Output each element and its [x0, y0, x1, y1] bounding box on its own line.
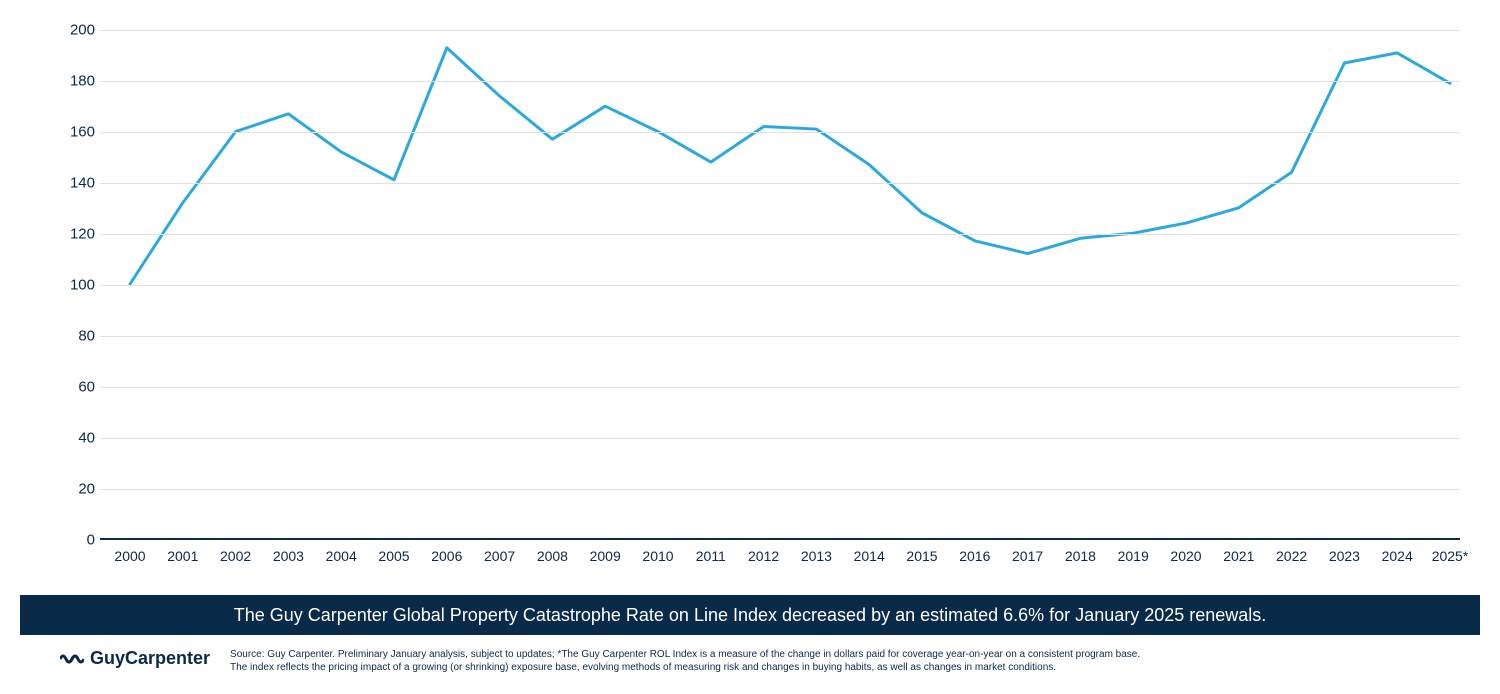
x-tick-label: 2002 [220, 548, 251, 564]
x-tick-label: 2001 [167, 548, 198, 564]
x-tick-label: 2024 [1382, 548, 1413, 564]
x-tick-label: 2004 [326, 548, 357, 564]
y-tick-label: 80 [65, 328, 95, 345]
gridline [100, 81, 1460, 82]
gridline [100, 438, 1460, 439]
x-tick-label: 2009 [590, 548, 621, 564]
x-tick-label: 2025* [1432, 548, 1469, 564]
x-tick-label: 2008 [537, 548, 568, 564]
plot-area [100, 30, 1460, 540]
y-tick-label: 20 [65, 481, 95, 498]
gridline [100, 183, 1460, 184]
x-tick-label: 2021 [1223, 548, 1254, 564]
x-tick-label: 2010 [642, 548, 673, 564]
gridline [100, 234, 1460, 235]
credits-line2: The index reflects the pricing impact of… [230, 661, 1140, 674]
x-tick-label: 2000 [114, 548, 145, 564]
logo: GuyCarpenter [60, 648, 210, 669]
gridline [100, 336, 1460, 337]
chart-container: 0204060801001201401601802002000200120022… [60, 30, 1460, 570]
x-tick-label: 2011 [696, 548, 726, 564]
x-tick-label: 2017 [1012, 548, 1043, 564]
credits-line1: Source: Guy Carpenter. Preliminary Janua… [230, 648, 1140, 661]
x-tick-label: 2023 [1329, 548, 1360, 564]
y-tick-label: 160 [65, 124, 95, 141]
x-tick-label: 2018 [1065, 548, 1096, 564]
gridline [100, 489, 1460, 490]
y-tick-label: 100 [65, 277, 95, 294]
x-tick-label: 2006 [431, 548, 462, 564]
x-tick-label: 2022 [1276, 548, 1307, 564]
y-tick-label: 0 [65, 532, 95, 549]
y-tick-label: 60 [65, 379, 95, 396]
x-tick-label: 2007 [484, 548, 515, 564]
y-tick-label: 120 [65, 226, 95, 243]
y-tick-label: 180 [65, 73, 95, 90]
y-tick-label: 140 [65, 175, 95, 192]
x-tick-label: 2013 [801, 548, 832, 564]
y-tick-label: 40 [65, 430, 95, 447]
x-tick-label: 2016 [959, 548, 990, 564]
logo-icon [60, 651, 84, 667]
x-tick-label: 2020 [1170, 548, 1201, 564]
x-tick-label: 2014 [854, 548, 885, 564]
x-tick-label: 2005 [378, 548, 409, 564]
logo-text: GuyCarpenter [90, 648, 210, 669]
gridline [100, 285, 1460, 286]
x-tick-label: 2015 [906, 548, 937, 564]
data-line [130, 48, 1450, 284]
line-chart-svg [100, 30, 1460, 538]
x-tick-label: 2003 [273, 548, 304, 564]
gridline [100, 30, 1460, 31]
x-tick-label: 2012 [748, 548, 779, 564]
caption-bar: The Guy Carpenter Global Property Catast… [20, 595, 1480, 635]
caption-text: The Guy Carpenter Global Property Catast… [234, 605, 1267, 626]
gridline [100, 132, 1460, 133]
x-tick-label: 2019 [1118, 548, 1149, 564]
credits: Source: Guy Carpenter. Preliminary Janua… [230, 648, 1140, 674]
footer: GuyCarpenter Source: Guy Carpenter. Prel… [60, 648, 1460, 674]
gridline [100, 387, 1460, 388]
y-tick-label: 200 [65, 22, 95, 39]
